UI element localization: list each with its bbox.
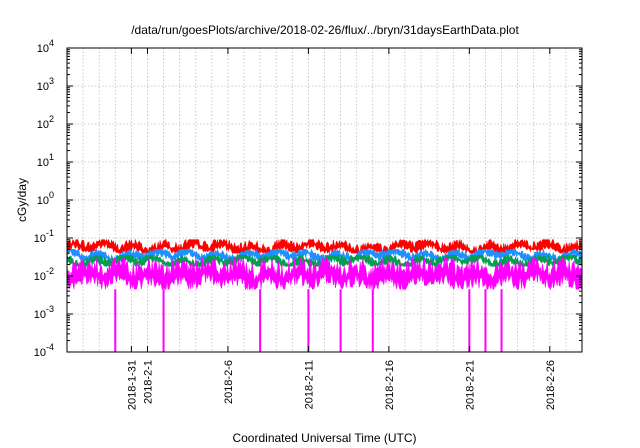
y-tick-label: 10-3 [34, 304, 54, 321]
y-tick-exponent: 0 [49, 190, 54, 200]
y-tick-base: 10 [37, 195, 49, 207]
y-tick-exponent: 2 [49, 114, 54, 124]
y-tick-base: 10 [37, 43, 49, 55]
x-tick-label: 2018-2-21 [464, 360, 476, 410]
grid [67, 48, 583, 352]
y-tick-base: 10 [34, 347, 46, 359]
y-tick-label: 10-1 [34, 228, 54, 245]
y-tick-base: 10 [37, 81, 49, 93]
chart-title: /data/run/goesPlots/archive/2018-02-26/f… [131, 23, 519, 37]
x-tick-label: 2018-2-1 [142, 360, 154, 404]
y-tick-exponent: 4 [49, 38, 54, 48]
y-tick-base: 10 [34, 233, 46, 245]
y-tick-label: 104 [37, 38, 54, 55]
x-tick-label: 2018-2-26 [545, 360, 557, 410]
y-tick-base: 10 [34, 271, 46, 283]
x-tick-label: 2018-2-11 [303, 360, 315, 409]
y-axis-label: cGy/day [15, 178, 29, 222]
y-tick-label: 102 [37, 114, 54, 131]
y-tick-exponent: -4 [46, 342, 54, 352]
y-tick-base: 10 [34, 309, 46, 321]
y-tick-exponent: -1 [46, 228, 54, 238]
y-tick-label: 103 [37, 76, 54, 93]
y-tick-base: 10 [37, 119, 49, 131]
y-tick-exponent: -2 [46, 266, 54, 276]
y-tick-label: 101 [37, 152, 54, 169]
y-tick-label: 10-2 [34, 266, 54, 283]
x-tick-label: 2018-2-16 [384, 360, 396, 410]
axis-ticks [67, 47, 582, 353]
x-axis-label: Coordinated Universal Time (UTC) [232, 431, 416, 445]
x-axis-tick-labels: 2018-1-31 2018-2-1 2018-2-6 2018-2-11 2018-2… [126, 360, 556, 410]
y-tick-base: 10 [37, 157, 49, 169]
x-tick-label: 2018-1-31 [126, 360, 138, 410]
y-tick-label: 10-4 [34, 342, 54, 359]
y-tick-exponent: 1 [49, 152, 54, 162]
y-tick-exponent: 3 [49, 76, 54, 86]
y-tick-exponent: -3 [46, 304, 54, 314]
x-tick-label: 2018-2-6 [223, 360, 235, 404]
y-tick-label: 100 [37, 190, 54, 207]
